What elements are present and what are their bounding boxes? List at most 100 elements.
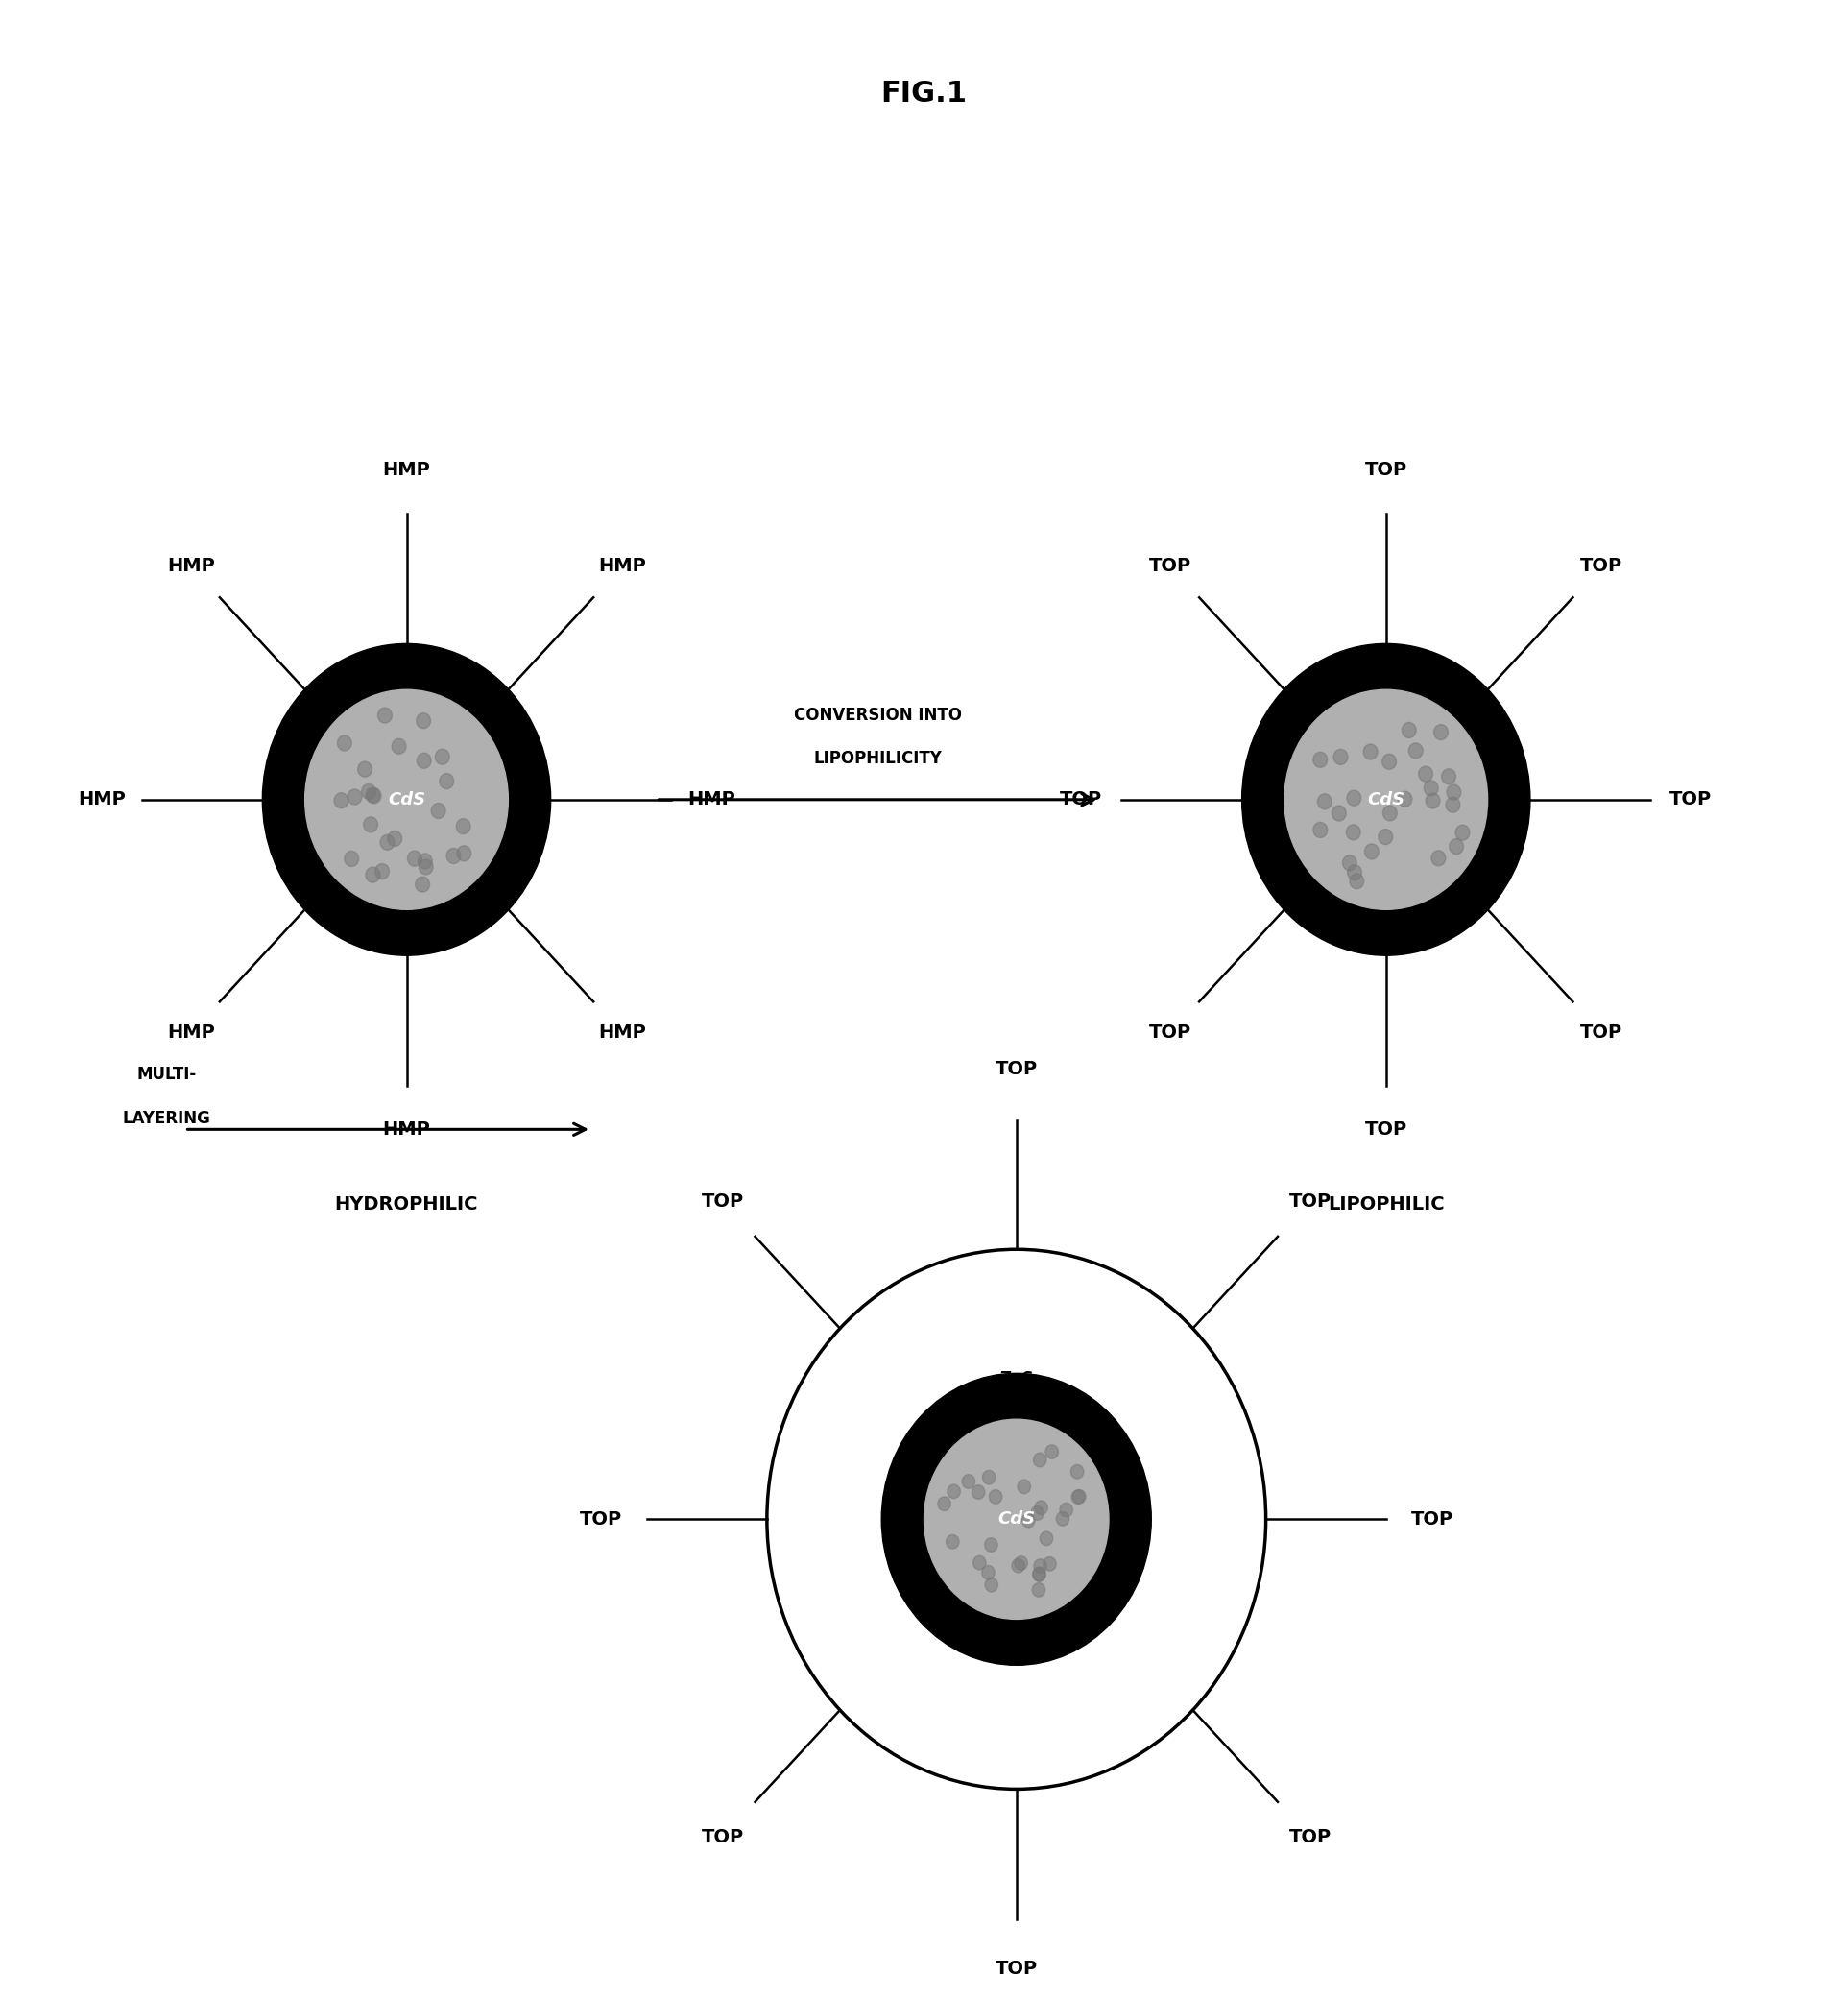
Circle shape xyxy=(431,804,445,818)
Circle shape xyxy=(1425,780,1438,796)
Circle shape xyxy=(1242,644,1530,956)
Circle shape xyxy=(377,708,392,724)
Text: TOP: TOP xyxy=(700,1191,743,1209)
Text: CdS: CdS xyxy=(1368,792,1404,808)
Text: CONVERSION INTO: CONVERSION INTO xyxy=(795,706,961,724)
Text: TOP: TOP xyxy=(1149,558,1192,576)
Text: TOP: TOP xyxy=(996,1059,1037,1079)
Circle shape xyxy=(344,852,359,866)
Circle shape xyxy=(1033,1559,1046,1573)
Text: HMP: HMP xyxy=(166,1023,214,1041)
Circle shape xyxy=(963,1475,976,1489)
Circle shape xyxy=(981,1565,994,1579)
Circle shape xyxy=(1379,830,1393,844)
Circle shape xyxy=(1403,722,1416,738)
Circle shape xyxy=(418,754,431,768)
Circle shape xyxy=(1318,794,1332,810)
Circle shape xyxy=(1072,1489,1085,1503)
Circle shape xyxy=(1445,798,1460,812)
Circle shape xyxy=(1397,792,1412,808)
Text: TOP: TOP xyxy=(1366,1119,1406,1139)
Circle shape xyxy=(1044,1557,1057,1571)
Circle shape xyxy=(419,860,432,876)
Circle shape xyxy=(989,1489,1002,1503)
Text: HYDROPHILIC: HYDROPHILIC xyxy=(334,1195,479,1213)
Circle shape xyxy=(924,1419,1109,1619)
Text: TOP: TOP xyxy=(1671,790,1711,810)
Text: TOP: TOP xyxy=(1149,1023,1192,1041)
Circle shape xyxy=(1425,794,1440,808)
Circle shape xyxy=(347,790,362,806)
Circle shape xyxy=(946,1535,959,1549)
Circle shape xyxy=(362,784,375,800)
Circle shape xyxy=(1447,784,1462,800)
Text: HMP: HMP xyxy=(166,558,214,576)
Circle shape xyxy=(1349,874,1364,890)
Circle shape xyxy=(418,854,432,870)
Circle shape xyxy=(1033,1567,1046,1581)
Circle shape xyxy=(1432,850,1445,866)
Text: TOP: TOP xyxy=(1412,1509,1453,1529)
Circle shape xyxy=(1456,826,1469,840)
Circle shape xyxy=(1342,856,1356,872)
Text: TOP: TOP xyxy=(1061,790,1101,810)
Circle shape xyxy=(1449,840,1464,854)
Circle shape xyxy=(1347,790,1360,806)
Circle shape xyxy=(305,690,508,910)
Circle shape xyxy=(985,1537,998,1551)
Circle shape xyxy=(368,788,381,804)
Circle shape xyxy=(1364,844,1379,860)
Text: LAYERING: LAYERING xyxy=(122,1109,211,1127)
Circle shape xyxy=(416,714,431,728)
Circle shape xyxy=(1057,1511,1070,1525)
Circle shape xyxy=(1033,1583,1046,1597)
Text: TOP: TOP xyxy=(580,1509,621,1529)
Text: HMP: HMP xyxy=(383,1119,431,1139)
Circle shape xyxy=(972,1485,985,1499)
Text: CdS: CdS xyxy=(388,792,425,808)
Text: TOP: TOP xyxy=(1290,1191,1332,1209)
Circle shape xyxy=(1018,1479,1031,1493)
Circle shape xyxy=(1434,724,1449,740)
Circle shape xyxy=(447,848,460,864)
Text: LIPOPHILICITY: LIPOPHILICITY xyxy=(813,750,942,768)
Circle shape xyxy=(1419,766,1432,782)
Circle shape xyxy=(416,878,429,892)
Circle shape xyxy=(1314,822,1327,838)
Text: HMP: HMP xyxy=(687,790,736,810)
Text: LIPOPHILIC: LIPOPHILIC xyxy=(1327,1195,1445,1213)
Text: TOP: TOP xyxy=(1580,1023,1623,1041)
Circle shape xyxy=(937,1497,950,1511)
Circle shape xyxy=(1334,750,1347,766)
Circle shape xyxy=(1033,1567,1046,1581)
Circle shape xyxy=(1382,806,1397,822)
Circle shape xyxy=(408,852,421,866)
Text: FIG.1: FIG.1 xyxy=(881,80,967,108)
Circle shape xyxy=(1015,1555,1027,1569)
Circle shape xyxy=(985,1577,998,1591)
Circle shape xyxy=(767,1249,1266,1789)
Text: HMP: HMP xyxy=(599,558,647,576)
Text: TOP: TOP xyxy=(1580,558,1623,576)
Circle shape xyxy=(1040,1531,1053,1545)
Text: MULTI-: MULTI- xyxy=(137,1065,196,1083)
Circle shape xyxy=(366,868,381,882)
Circle shape xyxy=(1364,744,1377,760)
Circle shape xyxy=(1059,1503,1072,1517)
Circle shape xyxy=(1347,866,1362,880)
Circle shape xyxy=(983,1471,996,1485)
Circle shape xyxy=(1033,1453,1046,1467)
Text: HMP: HMP xyxy=(383,460,431,480)
Circle shape xyxy=(974,1555,987,1569)
Text: TOP: TOP xyxy=(996,1959,1037,1979)
Circle shape xyxy=(1070,1465,1083,1479)
Circle shape xyxy=(381,836,394,850)
Circle shape xyxy=(1332,806,1345,822)
Circle shape xyxy=(1284,690,1488,910)
Circle shape xyxy=(388,832,401,846)
Text: TOP: TOP xyxy=(700,1829,743,1847)
Circle shape xyxy=(1074,1489,1087,1503)
Circle shape xyxy=(1035,1501,1048,1515)
Circle shape xyxy=(364,818,377,832)
Circle shape xyxy=(338,736,351,752)
